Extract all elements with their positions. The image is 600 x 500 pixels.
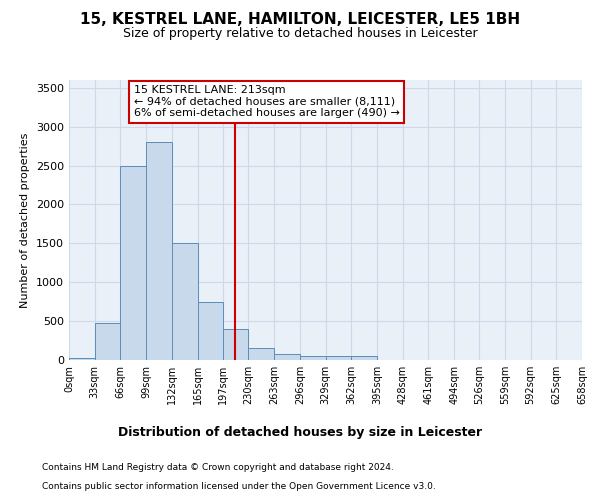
Bar: [351, 356, 377, 360]
Bar: [325, 356, 351, 360]
Text: Size of property relative to detached houses in Leicester: Size of property relative to detached ho…: [122, 28, 478, 40]
Bar: [95, 323, 121, 360]
Bar: [121, 166, 146, 360]
Text: 15 KESTREL LANE: 213sqm
← 94% of detached houses are smaller (8,111)
6% of semi-: 15 KESTREL LANE: 213sqm ← 94% of detache…: [134, 85, 400, 118]
Text: Distribution of detached houses by size in Leicester: Distribution of detached houses by size …: [118, 426, 482, 439]
Text: Contains public sector information licensed under the Open Government Licence v3: Contains public sector information licen…: [42, 482, 436, 491]
Y-axis label: Number of detached properties: Number of detached properties: [20, 132, 31, 308]
Bar: [274, 354, 300, 360]
Bar: [223, 329, 248, 360]
Bar: [197, 302, 223, 360]
Text: 15, KESTREL LANE, HAMILTON, LEICESTER, LE5 1BH: 15, KESTREL LANE, HAMILTON, LEICESTER, L…: [80, 12, 520, 28]
Text: Contains HM Land Registry data © Crown copyright and database right 2024.: Contains HM Land Registry data © Crown c…: [42, 464, 394, 472]
Bar: [248, 348, 274, 360]
Bar: [146, 142, 172, 360]
Bar: [69, 358, 95, 360]
Bar: [300, 356, 325, 360]
Bar: [172, 244, 197, 360]
